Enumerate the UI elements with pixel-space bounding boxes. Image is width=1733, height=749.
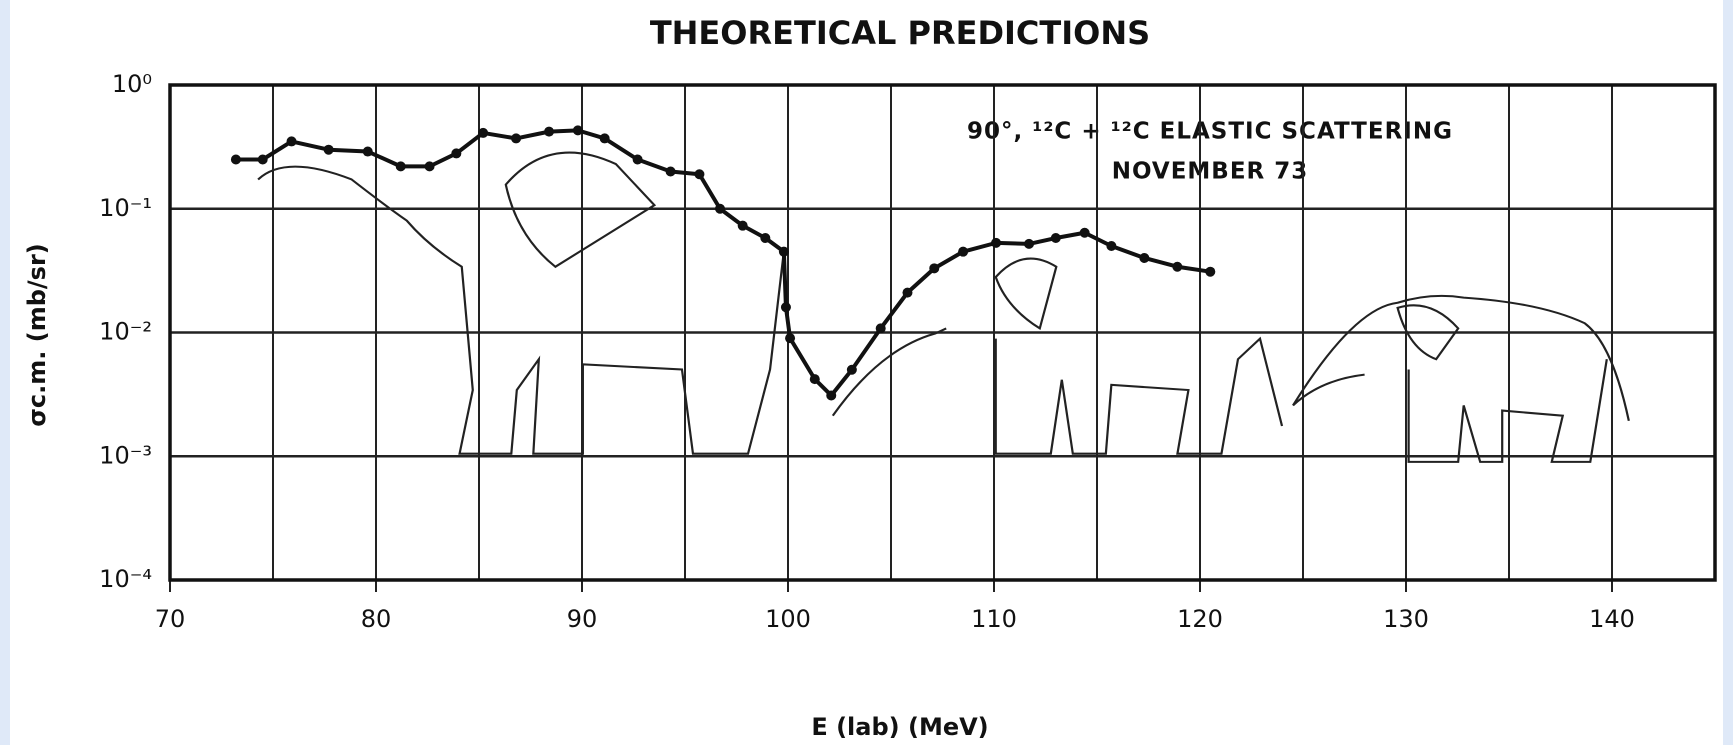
data-point	[1080, 228, 1090, 238]
data-point	[810, 374, 820, 384]
annotation: 90°, ¹²C + ¹²C ELASTIC SCATTERING	[967, 119, 1453, 145]
edge-left	[0, 0, 10, 745]
data-point	[738, 221, 748, 231]
data-point	[451, 148, 461, 158]
data-point	[1172, 262, 1182, 272]
data-point	[287, 136, 297, 146]
data-point	[902, 288, 912, 298]
y-tick-label: 10⁻³	[99, 441, 152, 469]
data-point	[231, 155, 241, 165]
data-point	[781, 302, 791, 312]
data-point	[1024, 239, 1034, 249]
data-point	[573, 125, 583, 135]
x-tick-label: 70	[155, 605, 186, 633]
x-tick-label: 100	[765, 605, 811, 633]
data-point	[715, 204, 725, 214]
data-point	[694, 169, 704, 179]
y-tick-label: 10⁰	[112, 70, 152, 98]
data-point	[929, 263, 939, 273]
x-tick-label: 80	[361, 605, 392, 633]
y-tick-label: 10⁻¹	[99, 194, 152, 222]
x-tick-label: 140	[1589, 605, 1635, 633]
data-point	[760, 233, 770, 243]
data-point	[958, 247, 968, 257]
background	[0, 0, 1733, 745]
data-point	[847, 365, 857, 375]
data-point	[478, 128, 488, 138]
x-axis-label: E (lab) (MeV)	[811, 713, 988, 741]
data-point	[425, 161, 435, 171]
data-point	[633, 155, 643, 165]
data-point	[1106, 241, 1116, 251]
x-tick-label: 120	[1177, 605, 1223, 633]
data-point	[363, 147, 373, 157]
data-point	[1205, 267, 1215, 277]
data-point	[324, 145, 334, 155]
data-point	[779, 247, 789, 257]
chart-title: THEORETICAL PREDICTIONS	[650, 14, 1150, 52]
y-tick-label: 10⁻²	[99, 318, 152, 346]
y-axis-label: σc.m. (mb/sr)	[23, 243, 51, 427]
data-point	[1051, 233, 1061, 243]
y-tick-label: 10⁻⁴	[99, 565, 152, 593]
chart: THEORETICAL PREDICTIONS 90°, ¹²C + ¹²C E…	[0, 0, 1733, 745]
data-point	[876, 323, 886, 333]
data-point	[511, 133, 521, 143]
annotation: NOVEMBER 73	[1112, 159, 1309, 185]
data-point	[1139, 253, 1149, 263]
page: THEORETICAL PREDICTIONS 90°, ¹²C + ¹²C E…	[0, 0, 1733, 745]
data-point	[991, 238, 1001, 248]
x-tick-label: 110	[971, 605, 1017, 633]
data-point	[826, 390, 836, 400]
edge-right	[1723, 0, 1733, 745]
data-point	[396, 161, 406, 171]
data-point	[600, 133, 610, 143]
data-point	[544, 127, 554, 137]
data-point	[666, 166, 676, 176]
x-tick-label: 90	[567, 605, 598, 633]
x-tick-label: 130	[1383, 605, 1429, 633]
data-point	[258, 155, 268, 165]
data-point	[785, 333, 795, 343]
